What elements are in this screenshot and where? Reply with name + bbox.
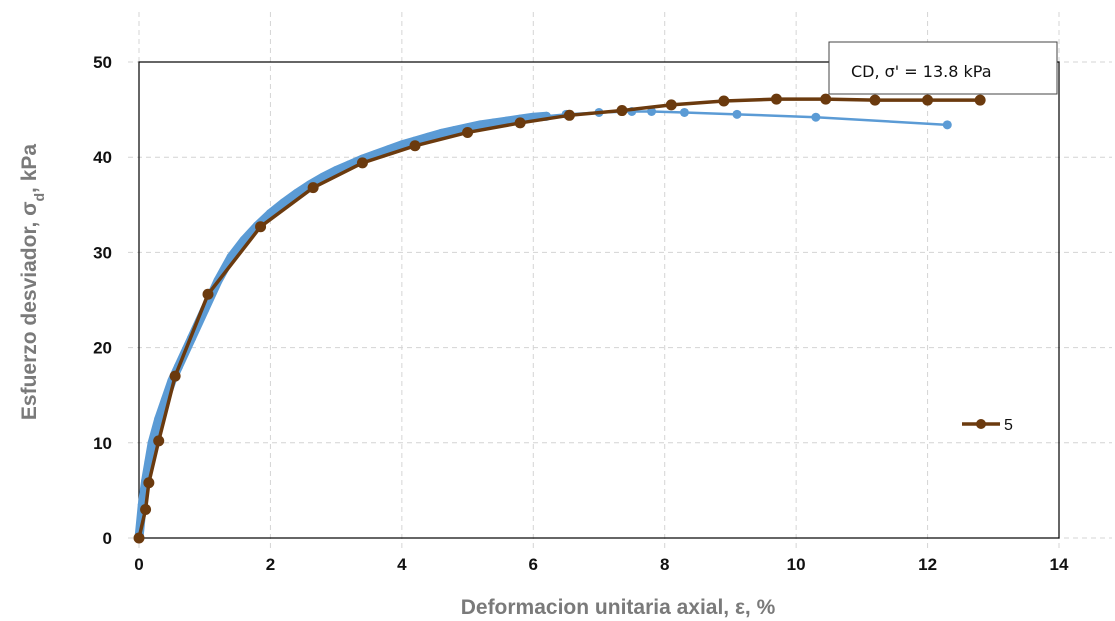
series-5-data-point	[922, 94, 934, 106]
series-5-data-point	[718, 95, 730, 107]
y-axis-title-sub: d	[31, 193, 47, 202]
y-axis-title-main: Esfuerzo desviador, σ	[18, 202, 41, 421]
y-axis-title-tail: , kPa	[18, 144, 41, 193]
annotation-text: CD, σ' = 13.8 kPa	[851, 62, 992, 81]
blue-data-point	[318, 172, 328, 182]
blue-data-point	[647, 107, 657, 117]
y-tick-label: 20	[93, 339, 112, 358]
x-tick-label: 10	[787, 555, 806, 574]
series-blue-line	[137, 110, 948, 539]
x-tick-label: 6	[529, 555, 538, 574]
blue-data-point	[679, 107, 689, 117]
series-5-line	[133, 93, 986, 544]
series-5-data-point	[202, 288, 214, 300]
series-5-data-point	[974, 94, 986, 106]
series-blue-points	[134, 107, 952, 543]
x-axis-title: Deformacion unitaria axial, ε, %	[461, 596, 776, 619]
blue-data-point	[732, 109, 742, 119]
series-5-data-point	[514, 117, 526, 129]
legend: 5	[962, 417, 1013, 434]
blue-data-point	[154, 414, 164, 424]
x-tick-label: 4	[397, 555, 407, 574]
blue-data-point	[449, 126, 459, 136]
series-5-data-point	[409, 140, 421, 152]
blue-data-point	[489, 118, 499, 128]
blue-data-point	[942, 120, 952, 130]
blue-data-point	[144, 457, 154, 467]
x-tick-label: 2	[266, 555, 275, 574]
y-tick-label: 50	[93, 53, 112, 72]
series-5-data-point	[143, 477, 155, 489]
legend-label: 5	[1004, 417, 1013, 434]
annotation-box: CD, σ' = 13.8 kPa	[828, 41, 1058, 95]
blue-data-point	[423, 132, 433, 142]
blue-data-point	[331, 166, 341, 176]
x-tick-label: 14	[1050, 555, 1069, 574]
y-axis-title: Esfuerzo desviador, σd, kPa	[18, 144, 47, 421]
blue-data-point	[811, 112, 821, 122]
series-5-data-point	[140, 503, 152, 515]
series-5-data-point	[133, 532, 145, 544]
x-axis-ticks: 0 2 4 6 8 10 12 14	[134, 555, 1069, 574]
y-tick-label: 30	[93, 243, 112, 262]
y-axis-ticks: 0 10 20 30 40 50	[93, 53, 112, 548]
series-5-data-point	[356, 157, 368, 169]
blue-data-point	[476, 120, 486, 130]
x-tick-label: 12	[918, 555, 937, 574]
series-5-data-point	[869, 94, 881, 106]
blue-data-point	[279, 198, 289, 208]
y-tick-label: 0	[103, 529, 112, 548]
series-5-data-point	[665, 99, 677, 111]
blue-data-point	[436, 128, 446, 138]
series-5-data-point	[820, 93, 832, 105]
y-tick-label: 10	[93, 434, 112, 453]
series-5-polyline	[137, 97, 981, 539]
series-5-data-point	[462, 126, 474, 138]
series-blue-band	[134, 111, 551, 543]
x-tick-label: 0	[134, 555, 143, 574]
series-5-data-point	[153, 435, 165, 447]
legend-marker-swatch	[976, 419, 986, 429]
series-5-data-point	[255, 221, 267, 233]
plot-area-frame	[138, 61, 1060, 539]
x-tick-label: 8	[660, 555, 669, 574]
series-5-data-point	[616, 105, 628, 117]
series-5-data-point	[169, 370, 181, 382]
series-5-data-point	[770, 93, 782, 105]
blue-data-point	[292, 188, 302, 198]
y-tick-label: 40	[93, 148, 112, 167]
blue-data-point	[397, 140, 407, 150]
series-5-data-point	[307, 182, 319, 194]
series-5-data-point	[563, 109, 575, 121]
